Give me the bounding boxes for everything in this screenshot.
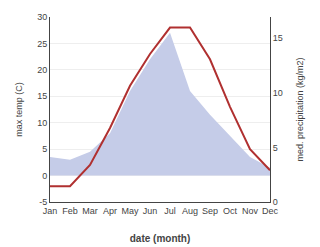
svg-text:Jun: Jun <box>143 206 158 216</box>
svg-text:25: 25 <box>37 39 47 49</box>
svg-text:med. precipitation (kg/m2): med. precipitation (kg/m2) <box>295 57 305 161</box>
svg-text:15: 15 <box>37 91 47 101</box>
svg-text:Dec: Dec <box>262 206 279 216</box>
svg-text:10: 10 <box>273 88 283 98</box>
svg-text:0: 0 <box>273 197 278 207</box>
svg-text:5: 5 <box>273 143 278 153</box>
svg-text:Sep: Sep <box>202 206 218 216</box>
svg-text:Nov: Nov <box>242 206 259 216</box>
svg-text:5: 5 <box>42 144 47 154</box>
svg-text:Aug: Aug <box>182 206 198 216</box>
svg-text:Jul: Jul <box>164 206 176 216</box>
svg-text:Jan: Jan <box>43 206 58 216</box>
svg-text:30: 30 <box>37 12 47 22</box>
svg-text:date (month): date (month) <box>130 233 191 244</box>
svg-text:0: 0 <box>42 171 47 181</box>
svg-text:Apr: Apr <box>103 206 117 216</box>
svg-text:10: 10 <box>37 118 47 128</box>
svg-text:-5: -5 <box>39 197 47 207</box>
svg-text:Feb: Feb <box>62 206 78 216</box>
svg-text:max temp (C): max temp (C) <box>14 82 24 137</box>
svg-text:20: 20 <box>37 65 47 75</box>
svg-text:15: 15 <box>273 33 283 43</box>
svg-text:Oct: Oct <box>223 206 238 216</box>
svg-text:May: May <box>121 206 139 216</box>
svg-text:Mar: Mar <box>82 206 98 216</box>
